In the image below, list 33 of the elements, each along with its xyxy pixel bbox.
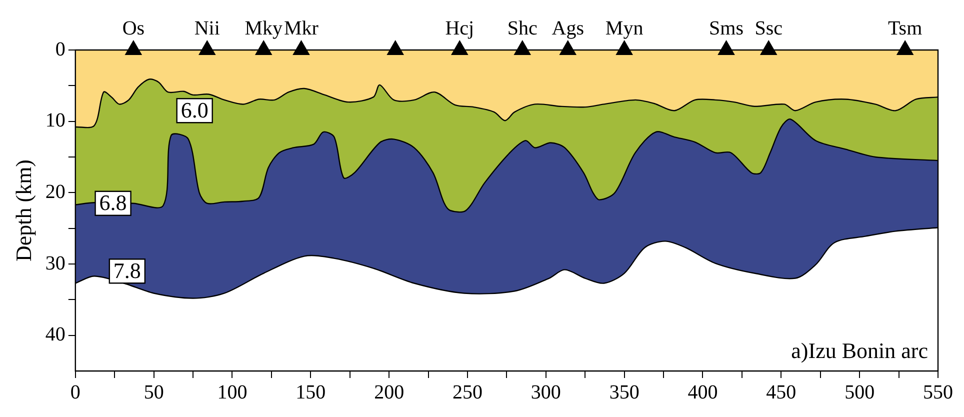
annotation: a)Izu Bonin arc — [791, 338, 928, 363]
x-tick-label: 0 — [70, 381, 80, 404]
annotation: Myn — [605, 17, 644, 40]
annotation: Mky — [244, 17, 282, 40]
annotation: Ssc — [754, 17, 783, 40]
x-tick-label: 300 — [530, 381, 561, 404]
annotation: Sms — [709, 17, 744, 40]
x-tick-label: 100 — [217, 381, 248, 404]
x-tick-label: 400 — [688, 381, 718, 404]
annotation: Nii — [194, 17, 220, 40]
x-tick-label: 50 — [144, 381, 164, 404]
x-tick-label: 350 — [609, 381, 640, 404]
x-tick-label: 250 — [452, 381, 482, 404]
annotation: 6.8 — [99, 190, 127, 216]
annotation: Ags — [552, 17, 584, 40]
y-axis-title: Depth (km) — [10, 159, 36, 262]
y-tick-label: 40 — [45, 324, 66, 346]
y-tick-label: 10 — [45, 110, 66, 132]
annotation: 7.8 — [113, 258, 141, 283]
x-tick-label: 200 — [374, 381, 404, 404]
annotation: Mkr — [284, 17, 319, 40]
annotation: Tsm — [888, 17, 923, 40]
annotation: Os — [122, 17, 145, 40]
annotation: Shc — [507, 17, 538, 40]
x-tick-label: 500 — [844, 381, 875, 404]
y-tick-label: 0 — [55, 38, 66, 60]
y-tick-label: 30 — [45, 252, 66, 274]
x-tick-label: 550 — [923, 381, 953, 404]
y-tick-label: 20 — [45, 180, 66, 203]
annotation: Hcj — [445, 17, 474, 40]
x-tick-label: 150 — [296, 381, 326, 404]
annotation: 6.0 — [180, 97, 208, 122]
x-tick-label: 450 — [766, 381, 796, 404]
